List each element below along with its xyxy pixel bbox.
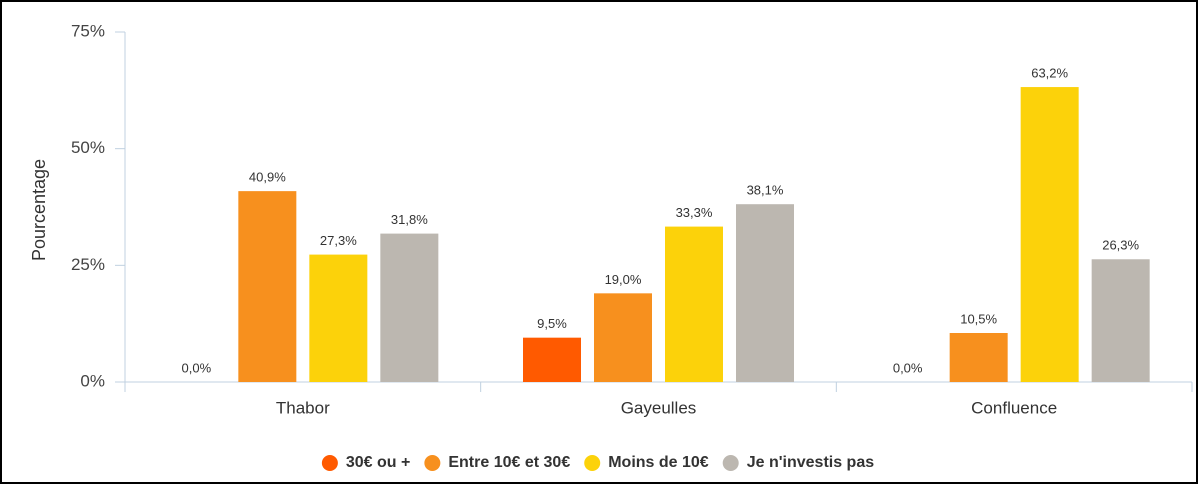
value-label: 33,3%	[676, 205, 713, 220]
y-axis-label: Pourcentage	[29, 159, 49, 261]
legend-marker	[424, 455, 441, 471]
value-label: 0,0%	[182, 360, 212, 375]
legend-marker	[584, 455, 601, 471]
legend-label: Je n'investis pas	[747, 454, 875, 471]
bar	[238, 191, 297, 382]
value-label: 26,3%	[1102, 238, 1139, 253]
x-tick-label: Thabor	[276, 398, 330, 417]
value-label: 27,3%	[320, 233, 357, 248]
bar	[1091, 259, 1150, 382]
y-tick-label: 50%	[71, 138, 105, 157]
y-tick-label: 75%	[71, 21, 105, 40]
y-tick-label: 0%	[80, 371, 105, 390]
bar	[309, 254, 368, 382]
value-label: 0,0%	[893, 360, 923, 375]
value-label: 31,8%	[391, 212, 428, 227]
x-tick-label: Gayeulles	[621, 398, 697, 417]
bar	[1020, 87, 1079, 383]
legend-label: 30€ ou +	[346, 454, 410, 471]
legend-marker	[321, 455, 338, 471]
bar	[736, 204, 794, 382]
bar	[594, 293, 652, 382]
y-tick-label: 25%	[71, 255, 105, 274]
value-label: 19,0%	[605, 272, 642, 287]
x-tick-label: Confluence	[971, 398, 1057, 417]
value-label: 38,1%	[747, 183, 784, 198]
legend-label: Entre 10€ et 30€	[448, 454, 570, 471]
value-label: 40,9%	[249, 170, 286, 185]
value-label: 63,2%	[1031, 66, 1068, 81]
bar	[380, 233, 439, 382]
value-label: 9,5%	[537, 316, 567, 331]
value-label: 10,5%	[960, 311, 997, 326]
bar	[665, 226, 723, 382]
legend-label: Moins de 10€	[608, 454, 709, 471]
bar	[949, 333, 1008, 382]
legend-marker	[722, 455, 739, 471]
bar	[523, 337, 581, 382]
